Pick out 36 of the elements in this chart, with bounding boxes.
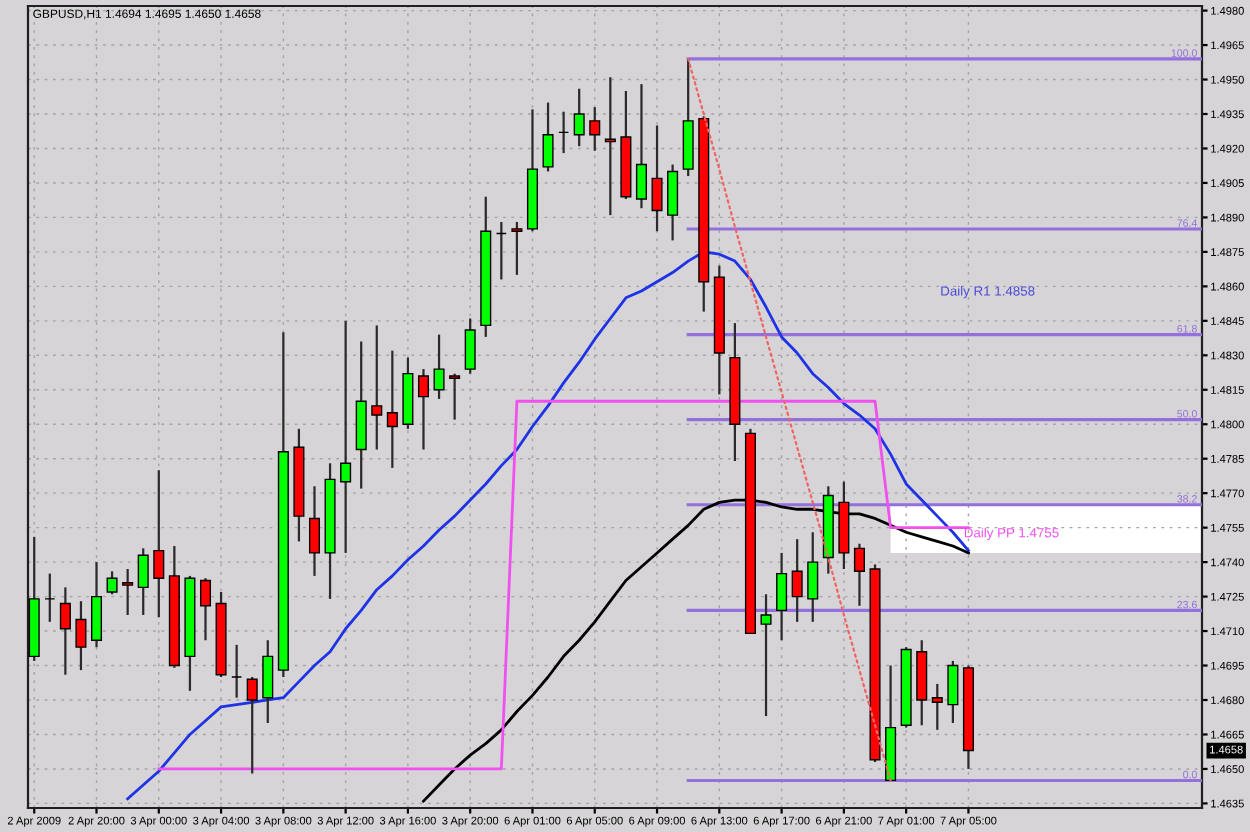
candlestick	[573, 87, 585, 148]
candlestick	[449, 372, 461, 421]
candlestick	[137, 547, 149, 617]
candlestick	[853, 542, 865, 607]
candlestick	[495, 220, 507, 281]
candlestick	[464, 317, 476, 375]
candlestick	[59, 586, 71, 676]
candlestick	[760, 593, 772, 718]
candlestick	[589, 106, 601, 152]
candlestick	[433, 333, 445, 401]
candlestick	[542, 101, 554, 173]
candlestick	[791, 538, 803, 623]
candlestick	[371, 324, 383, 451]
candlestick	[635, 83, 647, 210]
candlestick	[807, 531, 819, 623]
candlestick	[106, 570, 118, 596]
candlestick	[931, 682, 943, 731]
candlestick	[947, 659, 959, 725]
candlestick	[199, 577, 212, 642]
candlestick	[231, 643, 243, 699]
candlestick	[246, 675, 258, 775]
candlestick	[262, 639, 274, 725]
candlestick	[75, 600, 87, 672]
candlestick	[651, 124, 663, 233]
candlestick	[340, 319, 352, 555]
candlestick	[558, 110, 570, 155]
candlestick	[776, 551, 788, 642]
candlestick	[44, 572, 56, 623]
candlestick	[153, 469, 165, 619]
candlestick	[511, 220, 523, 276]
candlestick	[667, 163, 679, 242]
candlestick	[308, 485, 321, 578]
candlestick	[417, 367, 430, 451]
candlestick	[386, 349, 398, 470]
candlestick	[90, 561, 103, 649]
candlestick	[122, 567, 134, 617]
